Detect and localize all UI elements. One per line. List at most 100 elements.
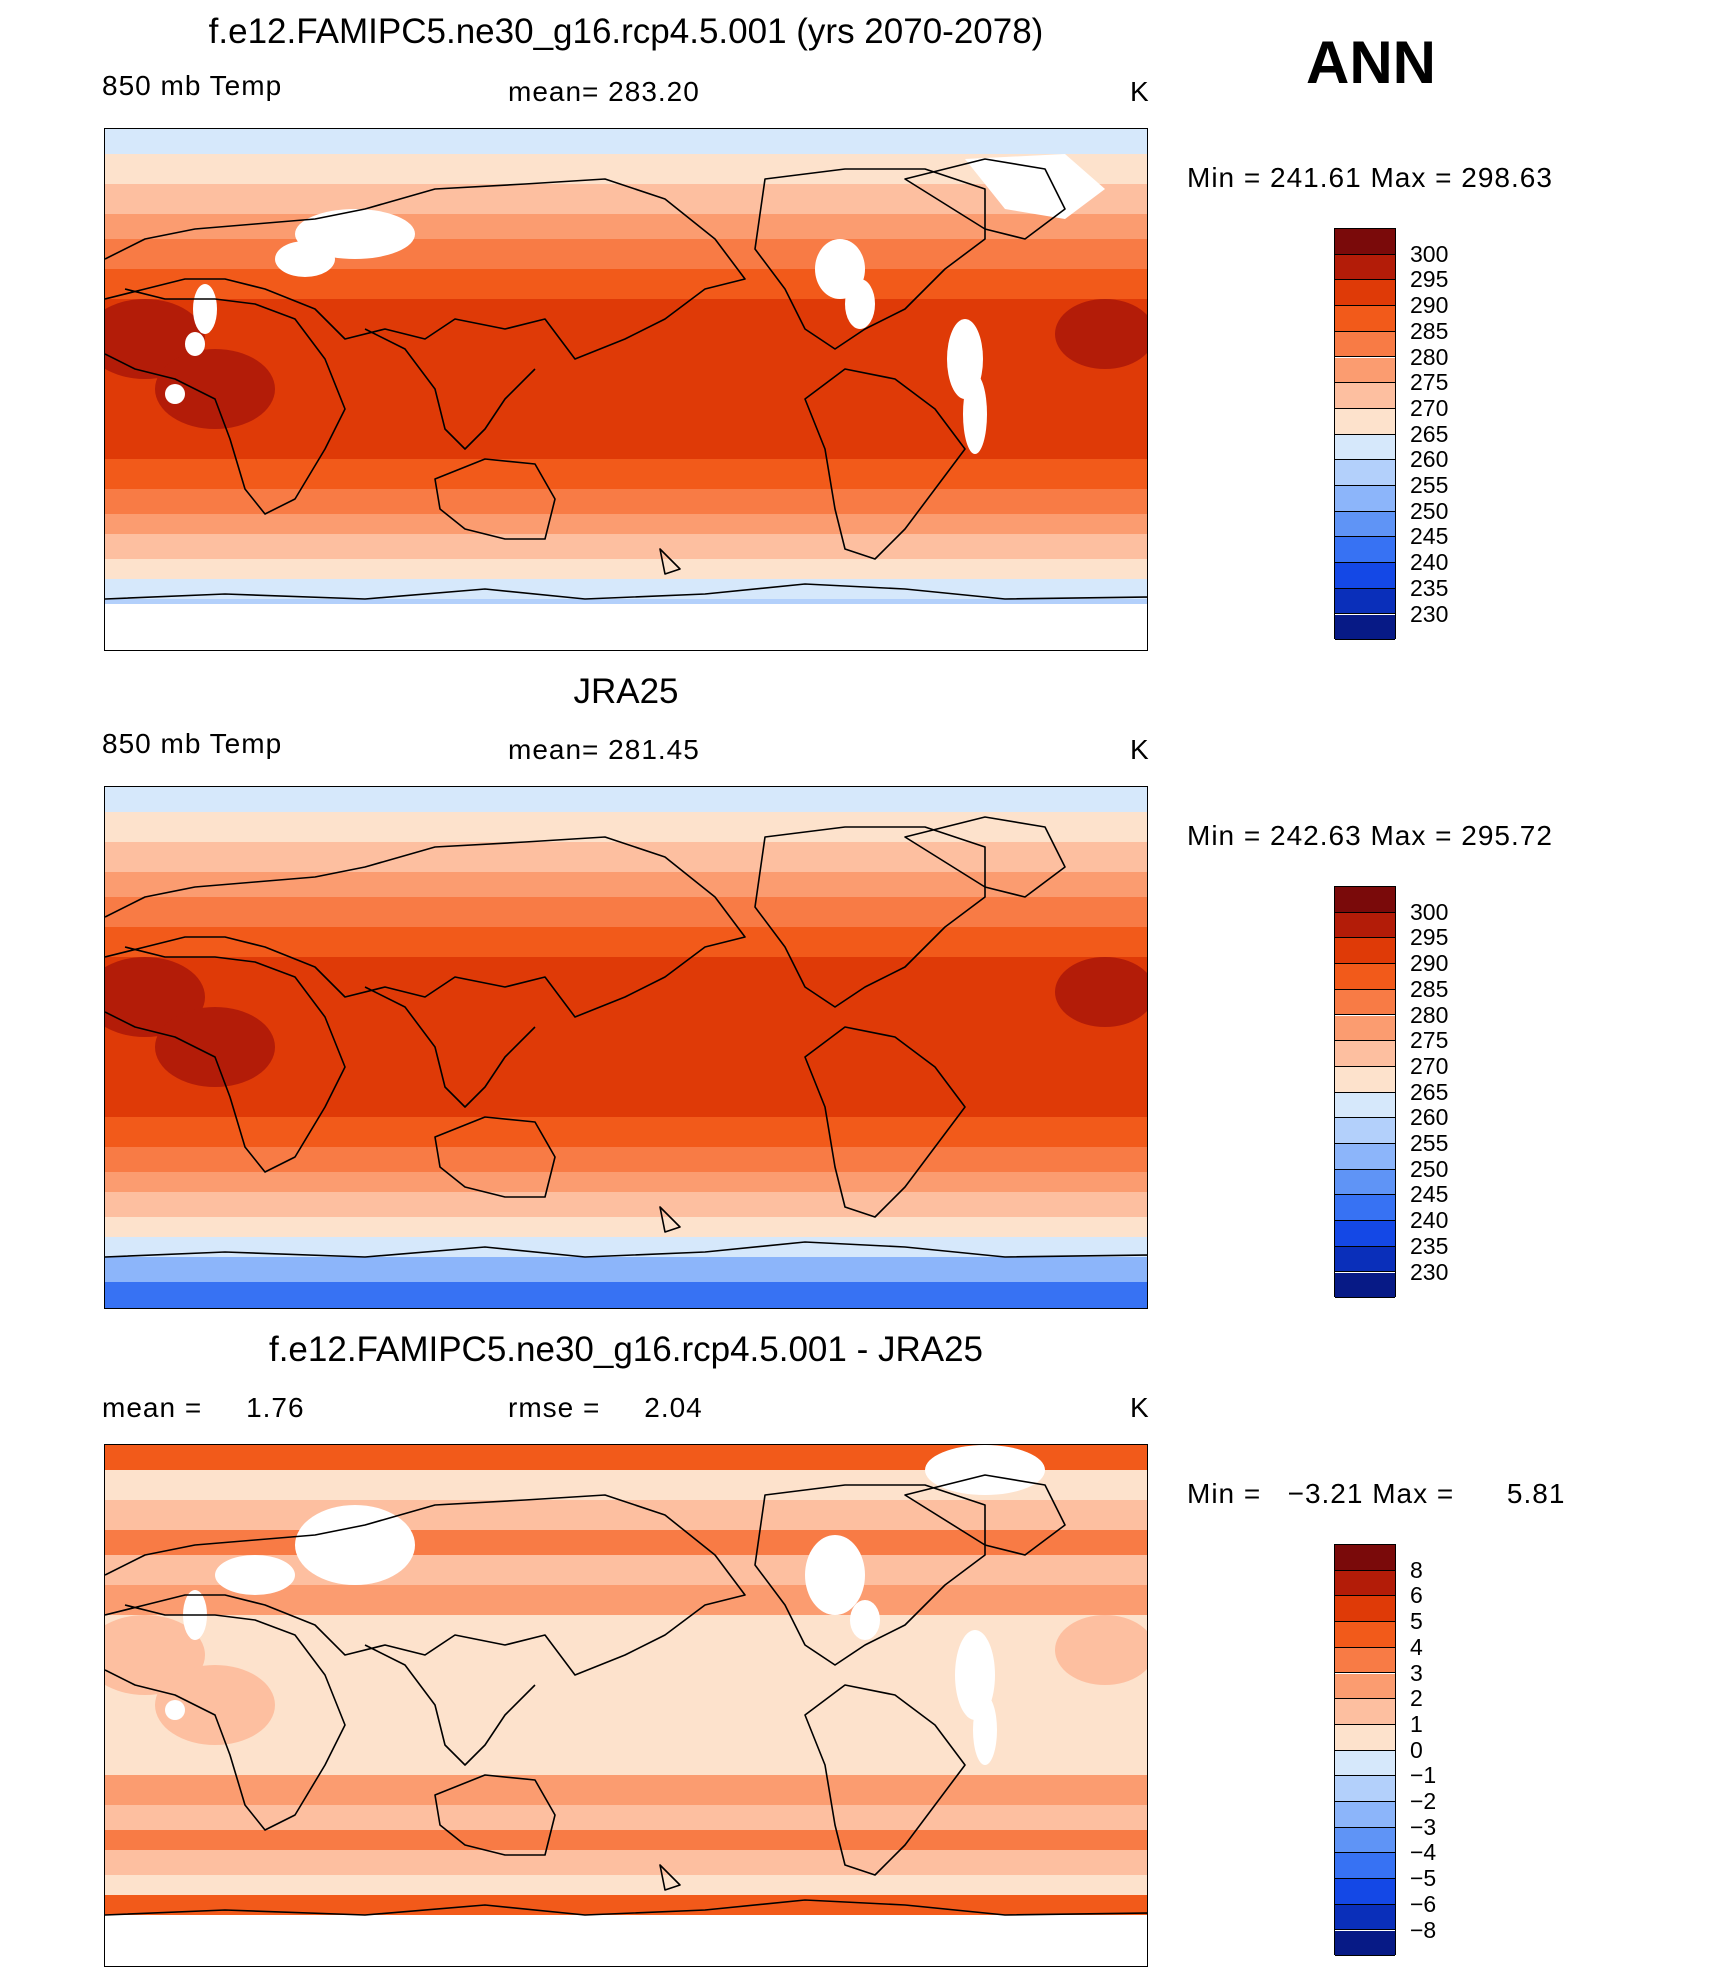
panel-diff-title: f.e12.FAMIPC5.ne30_g16.rcp4.5.001 - JRA2… [268,1330,984,1369]
colorbar-swatch [1335,460,1395,486]
colorbar-swatch [1335,1066,1395,1093]
colorbar-swatch [1335,989,1395,1016]
colorbar-swatch [1335,1802,1395,1828]
field-band [105,842,1147,872]
colorbar-swatch [1335,1622,1395,1648]
coastline [105,1494,746,1676]
colorbar-swatch [1335,254,1395,281]
panel-obs-mean: mean= 281.45 [508,734,700,765]
field-band [105,1850,1147,1875]
colorbar-tick-label: −2 [1410,1788,1437,1814]
colorbar-tick-label: 300 [1410,240,1449,267]
colorbar-swatch [1335,1272,1395,1299]
colorbar-tick-label: −4 [1410,1839,1437,1866]
missing-data-region [275,241,335,277]
colorbar-tick-label: 260 [1410,1104,1449,1131]
colorbar-swatch [1335,912,1395,939]
colorbar-tick-label: 230 [1410,600,1449,627]
panel-obs-minmax: Min = 242.63 Max = 295.72 [1187,820,1553,851]
colorbar-tick-label: 235 [1410,574,1449,601]
missing-data-region [165,384,185,404]
field-band [105,1172,1147,1192]
colorbar-swatch [1335,938,1395,965]
colorbar-swatch [1335,383,1395,409]
coastline [105,1604,346,1831]
field-hotspot [155,349,275,429]
missing-data-region [850,1600,880,1640]
colorbar-swatch [1335,357,1395,384]
field-band [105,1895,1147,1915]
colorbar-tick-label: 275 [1410,369,1449,396]
field-band [105,812,1147,842]
colorbar-swatch [1335,588,1395,615]
colorbar-swatch [1335,1930,1395,1957]
colorbar-swatch [1335,563,1395,589]
colorbar-swatch [1335,1144,1395,1170]
panel-model-title: f.e12.FAMIPC5.ne30_g16.rcp4.5.001 (yrs 2… [208,12,1044,51]
coastline [804,368,966,560]
coastline [105,583,1147,600]
field-band [105,787,1147,812]
colorbar-tick-label: 265 [1410,420,1449,447]
colorbar-swatch [1335,1596,1395,1623]
field-band [105,1805,1147,1830]
field-band [105,957,1147,1117]
colorbar-tick-label: 250 [1410,1155,1449,1182]
panel-diff-units: K [1130,1392,1150,1423]
panel-obs-variable: 850 mb Temp [102,728,283,759]
colorbar-box [1334,886,1396,1299]
panel-diff-rmse: rmse = 2.04 [508,1392,703,1423]
colorbar-tick-label: 280 [1410,1001,1449,1028]
colorbar-swatch [1335,486,1395,512]
colorbar-swatch [1335,1545,1395,1571]
season-label: ANN [1306,29,1436,96]
colorbar-swatch [1335,614,1395,641]
field-band [105,1217,1147,1237]
colorbar-swatch [1335,1750,1395,1777]
colorbar-swatch [1335,1195,1395,1222]
field-hotspot [1055,299,1147,369]
colorbar-tick-label: 245 [1410,1181,1449,1208]
colorbar-tick-label: 0 [1410,1736,1423,1763]
coastline [434,458,556,540]
field-band [105,459,1147,489]
field-band [105,184,1147,214]
colorbar-tick-label: 4 [1410,1633,1423,1660]
colorbar-tick-label: −1 [1410,1762,1437,1789]
colorbar-tick-label: 255 [1410,1130,1449,1156]
colorbar-tick-label: 275 [1410,1027,1449,1054]
field-hotspot [1055,957,1147,1027]
field-band [105,1147,1147,1172]
colorbar-swatch [1335,1570,1395,1597]
colorbar-tick-label: 295 [1410,924,1449,951]
coastline [434,1774,556,1856]
colorbar-swatch [1335,1118,1395,1144]
colorbar-tick-label: 240 [1410,549,1449,576]
colorbar-swatch [1335,331,1395,358]
colorbar-tick-label: 235 [1410,1232,1449,1259]
colorbar-tick-label: 270 [1410,394,1449,421]
panel-obs-title: JRA25 [573,672,679,711]
missing-data-region [963,374,987,454]
colorbar-swatch [1335,1699,1395,1725]
panel-obs-units: K [1130,734,1150,765]
field-band [105,129,1147,154]
colorbar-swatch [1335,1673,1395,1700]
field-band [105,927,1147,957]
field-band [105,1257,1147,1282]
colorbar-swatch [1335,1724,1395,1751]
panel-model-mean: mean= 283.20 [508,76,700,107]
colorbar-swatch [1335,537,1395,564]
missing-data-region [193,284,217,334]
colorbar-tick-label: 6 [1410,1582,1423,1609]
colorbar-tick-label: 285 [1410,975,1449,1002]
colorbar-swatch [1335,1853,1395,1880]
coastline [659,1206,681,1233]
colorbar-swatch [1335,1776,1395,1802]
colorbar-tick-label: 270 [1410,1052,1449,1079]
coastline [364,986,536,1108]
colorbar-swatch [1335,1827,1395,1854]
field-band [105,514,1147,534]
coastline [105,288,346,515]
field-band [105,214,1147,239]
